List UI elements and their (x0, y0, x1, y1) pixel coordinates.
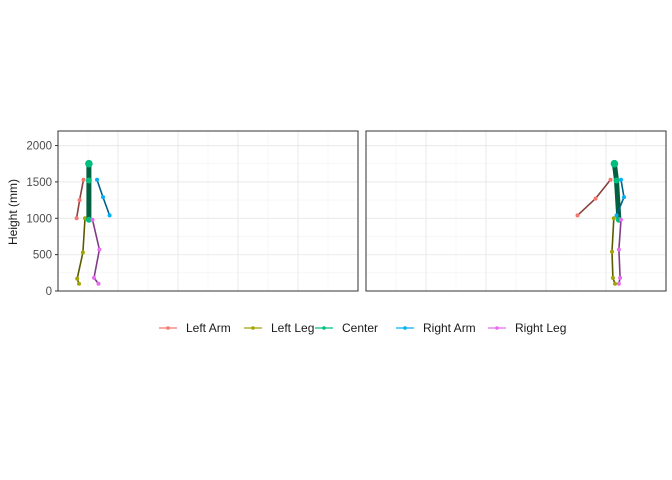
data-point-center (85, 159, 93, 168)
data-point-center (610, 159, 619, 168)
legend-item-left-arm: Left Arm (159, 321, 231, 335)
data-point-left-leg (611, 216, 616, 221)
data-point-right-leg (616, 281, 621, 286)
legend-item-right-arm: Right Arm (396, 321, 476, 335)
series-line-left-leg (76, 217, 86, 285)
legend-key-point (166, 326, 170, 330)
data-point-right-leg (618, 275, 623, 280)
data-point-right-leg (90, 217, 95, 222)
data-point-left-leg (80, 250, 85, 255)
data-point-center (85, 216, 92, 223)
legend-key-point (495, 326, 499, 330)
series-right-leg (616, 217, 623, 286)
data-point-center (613, 177, 620, 184)
legend-key-point (403, 326, 407, 330)
legend-label: Left Arm (186, 321, 231, 335)
series-right-arm (614, 177, 626, 218)
y-tick-label: 500 (33, 250, 52, 262)
y-tick-label: 0 (46, 286, 52, 298)
data-point-right-arm (622, 195, 626, 200)
legend-key-point (251, 326, 255, 330)
data-point-right-leg (619, 217, 623, 222)
panel-1 (57, 130, 359, 292)
panel-2 (365, 130, 667, 292)
series-right-leg (90, 217, 102, 286)
data-point-left-leg (613, 281, 617, 286)
data-point-left-arm (608, 177, 613, 182)
legend-label: Left Leg (271, 321, 314, 335)
legend-item-left-leg: Left Leg (244, 321, 314, 335)
data-point-right-leg (96, 281, 101, 286)
data-point-right-arm (95, 177, 99, 182)
series-right-arm (95, 177, 112, 218)
data-point-right-arm (101, 195, 105, 200)
series-left-arm (74, 177, 86, 221)
data-point-right-arm (614, 213, 619, 218)
data-point-center (85, 177, 92, 184)
legend-item-right-leg: Right Leg (488, 321, 566, 335)
y-tick-label: 2000 (26, 141, 52, 153)
data-point-right-leg (616, 247, 621, 252)
series-line-right-leg (618, 218, 622, 285)
data-point-right-leg (92, 275, 96, 280)
data-point-left-leg (610, 249, 614, 254)
y-tick-label: 1500 (26, 177, 52, 189)
series-center (85, 159, 93, 223)
data-point-right-arm (619, 177, 623, 182)
panel-border (365, 130, 667, 292)
y-axis: 0 500 1000 1500 2000 (26, 141, 58, 298)
series-left-arm (575, 177, 613, 218)
legend-item-center: Center (315, 321, 378, 335)
data-point-left-leg (610, 275, 615, 280)
data-point-left-leg (75, 276, 80, 281)
legend-label: Center (342, 321, 378, 335)
data-point-left-arm (77, 198, 82, 203)
chart-panels (57, 130, 667, 292)
panel-border (57, 130, 359, 292)
legend: Left Arm Left Leg Center Right Arm Right Leg (159, 321, 566, 335)
data-point-left-arm (74, 216, 79, 221)
series-left-leg (75, 216, 87, 286)
series-left-leg (610, 216, 617, 286)
legend-label: Right Arm (423, 321, 476, 335)
series-line-left-leg (611, 217, 616, 285)
data-point-left-leg (77, 281, 81, 286)
data-point-right-leg (97, 247, 102, 252)
data-point-left-arm (575, 213, 580, 218)
y-tick-label: 1000 (26, 213, 52, 225)
data-point-left-arm (593, 196, 598, 201)
data-point-left-arm (81, 177, 86, 182)
legend-key-point (322, 326, 326, 330)
y-axis-title: Height (mm) (6, 179, 20, 245)
data-point-right-arm (107, 213, 112, 218)
legend-label: Right Leg (515, 321, 566, 335)
series-line-right-leg (91, 218, 101, 285)
